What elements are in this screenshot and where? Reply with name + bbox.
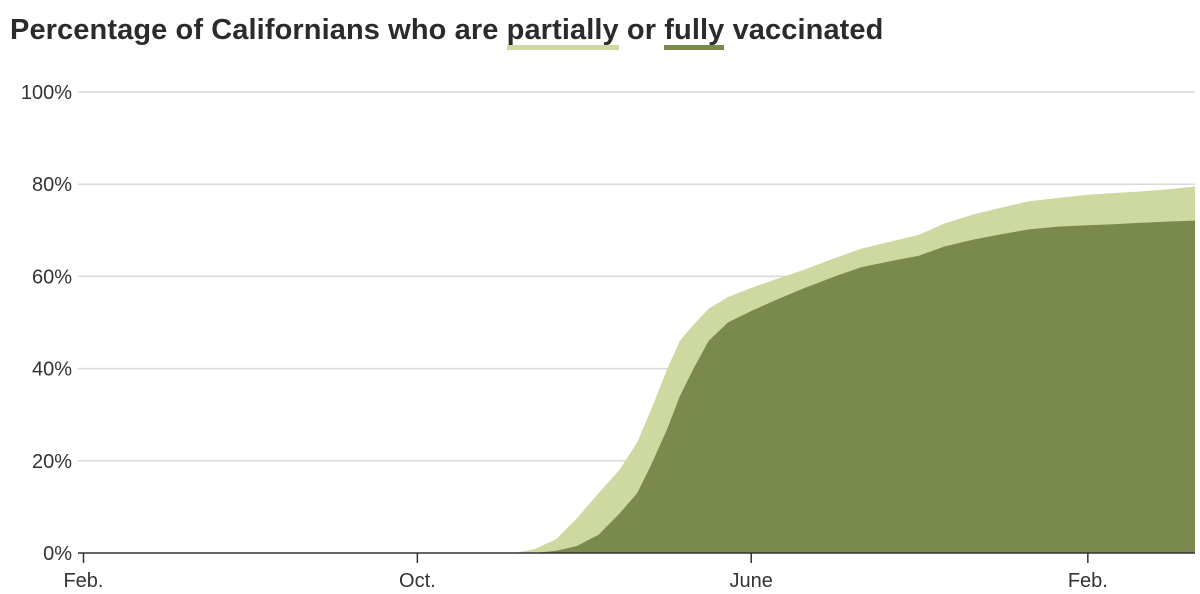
title-middle: or <box>618 14 665 46</box>
area-series <box>513 186 1195 553</box>
x-tick-label: Feb. <box>1068 570 1108 592</box>
y-tick-label: 40% <box>32 359 72 381</box>
x-tick-label: June <box>730 570 773 592</box>
y-tick-label: 60% <box>32 266 72 288</box>
x-tick-label: Oct. <box>399 570 436 592</box>
legend-fully: fully <box>664 15 725 50</box>
legend-partially: partially <box>506 15 619 50</box>
title-suffix: vaccinated <box>724 14 884 46</box>
x-tick-label: Feb. <box>63 570 103 592</box>
chart-title: Percentage of Californians who are parti… <box>10 14 883 50</box>
y-tick-label: 100% <box>21 82 72 104</box>
title-prefix: Percentage of Californians who are <box>10 14 507 46</box>
tick-labels: 0% 20% 40% 60% 80% 100% Feb. Oct. June Feb. <box>21 82 1108 592</box>
y-tick-label: 20% <box>32 451 72 473</box>
x-axis <box>78 552 1195 563</box>
y-tick-label: 0% <box>43 543 72 565</box>
area-fully <box>534 220 1195 553</box>
y-tick-label: 80% <box>32 174 72 196</box>
